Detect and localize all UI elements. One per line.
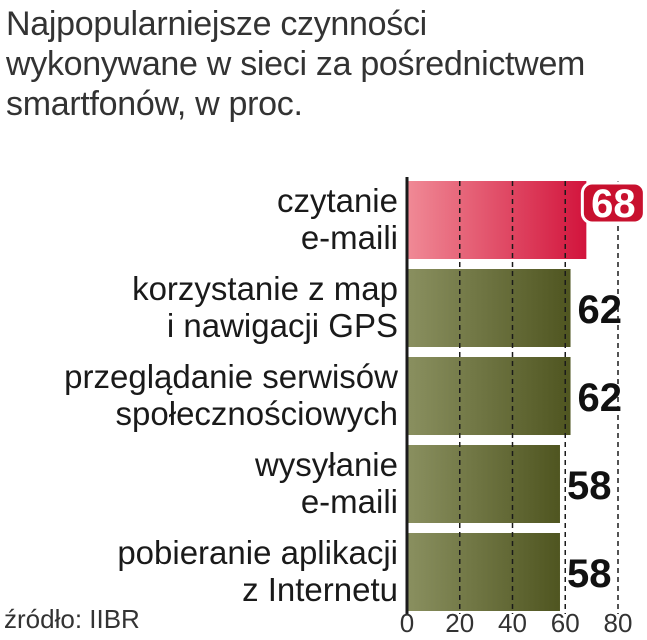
category-label: wysyłanie <box>254 446 398 483</box>
tick-label: 20 <box>445 608 474 638</box>
category-label: korzystanie z map <box>132 270 398 307</box>
bar <box>407 181 587 259</box>
value-label: 62 <box>578 376 623 420</box>
title-line: smartfonów, w proc. <box>6 85 303 123</box>
category-label: społecznościowych <box>116 395 398 432</box>
value-label: 62 <box>578 288 623 332</box>
tick-label: 80 <box>604 608 633 638</box>
tick-label: 60 <box>551 608 580 638</box>
highlight-badge <box>580 181 646 225</box>
category-label: z Internetu <box>242 571 398 608</box>
value-label: 58 <box>567 552 612 596</box>
chart-title: Najpopularniejsze czynności wykonywane w… <box>6 4 642 124</box>
tick-label: 0 <box>400 608 414 638</box>
value-label: 58 <box>567 464 612 508</box>
category-label: czytanie <box>277 182 398 219</box>
category-label: przeglądanie serwisów <box>64 358 398 395</box>
category-label: pobieranie aplikacji <box>117 534 398 571</box>
tick-label: 40 <box>498 608 527 638</box>
title-line: wykonywane w sieci za pośrednictwem <box>6 45 586 83</box>
source-note: źródło: IIBR <box>4 604 140 634</box>
title-line: Najpopularniejsze czynności <box>6 5 427 43</box>
bar <box>407 357 571 435</box>
value-label: 68 <box>591 182 636 226</box>
bar <box>407 533 560 611</box>
category-label: e-maili <box>301 219 398 256</box>
bar <box>407 269 571 347</box>
category-label: i nawigacji GPS <box>167 307 398 344</box>
bar <box>407 445 560 523</box>
category-label: e-maili <box>301 483 398 520</box>
